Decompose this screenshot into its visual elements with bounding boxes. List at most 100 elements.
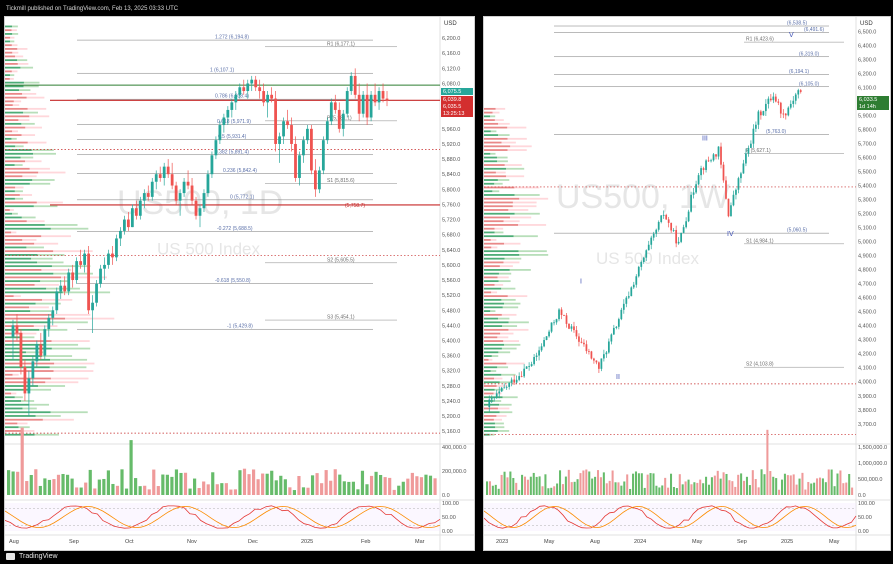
- candle-body: [797, 90, 800, 95]
- tradingview-logo[interactable]: TradingView: [6, 553, 58, 560]
- candle-body: [337, 109, 341, 129]
- volume-bar: [661, 485, 664, 495]
- volume-bar: [778, 489, 781, 495]
- x-tick-label: 2025: [301, 539, 313, 545]
- volume-profile-bar: [5, 227, 51, 230]
- candle-body: [508, 382, 511, 387]
- volume-bar: [338, 474, 342, 495]
- volume-profile-bar: [514, 212, 540, 215]
- candle-body: [39, 344, 43, 356]
- weekly-chart-svg[interactable]: USD 3,700.0 3,800.0 3,900.0 4,000.0 4,100.0 4,…: [484, 17, 890, 550]
- candle-body: [365, 94, 369, 118]
- daily-chart-svg[interactable]: USD 5,160.0 5,200.0 5,240.0 5,280.0 5,320.0 5,…: [5, 17, 474, 550]
- volume-profile-bar: [5, 48, 18, 50]
- volume-profile-bar: [507, 295, 528, 298]
- volume-bar: [699, 479, 702, 495]
- candle-body: [705, 160, 707, 171]
- candle-body: [588, 351, 590, 352]
- oscillator-tick-label: 50.00: [858, 515, 872, 521]
- y-tick-label: 6,120.0: [442, 66, 460, 72]
- volume-profile-bar: [15, 145, 24, 148]
- elliott-wave-label: I: [580, 279, 582, 286]
- volume-bar: [70, 478, 74, 495]
- volume-bar: [292, 490, 296, 495]
- candle-body: [115, 238, 118, 258]
- chart-panel-weekly[interactable]: USD 3,700.0 3,800.0 3,900.0 4,000.0 4,100.0 4,…: [483, 16, 891, 551]
- y-tick-label: 4,100.0: [858, 366, 876, 372]
- y-tick-label: 5,600.0: [858, 156, 876, 162]
- y-tick-label: 5,280.0: [442, 384, 460, 390]
- volume-profile-bar: [14, 396, 23, 399]
- candle-body: [202, 193, 206, 209]
- volume-profile-bar: [484, 197, 520, 200]
- volume-profile-bar: [61, 276, 107, 279]
- volume-profile-bar: [5, 44, 12, 47]
- volume-bar: [360, 470, 365, 495]
- y-tick-label: 4,400.0: [858, 324, 876, 330]
- volume-profile-bar: [494, 231, 504, 234]
- volume-bar: [156, 486, 160, 495]
- volume-profile-bar: [499, 381, 513, 384]
- volume-profile-bar: [496, 385, 508, 387]
- chart-panel-daily[interactable]: USD 5,160.0 5,200.0 5,240.0 5,280.0 5,320.0 5,…: [4, 16, 475, 551]
- volume-bar: [365, 484, 369, 495]
- y-tick-label: 5,000.0: [858, 240, 876, 246]
- candle-body: [545, 336, 548, 341]
- volume-profile-bar: [484, 265, 500, 268]
- volume-profile-bar: [5, 134, 22, 136]
- volume-profile-bar: [494, 377, 503, 380]
- volume-profile-bar: [5, 152, 34, 155]
- volume-profile-bar: [5, 104, 13, 106]
- y-tick-label: 5,520.0: [442, 293, 460, 299]
- candle-body: [598, 362, 600, 369]
- volume-profile-bar: [19, 194, 33, 196]
- volume-bar: [783, 473, 786, 495]
- volume-bar: [851, 487, 854, 495]
- candle-body: [774, 96, 777, 102]
- volume-profile-bar: [484, 190, 493, 193]
- candle-body: [585, 344, 588, 352]
- volume-profile-bar: [484, 328, 509, 331]
- candle-body: [672, 230, 675, 231]
- volume-profile-bar: [500, 332, 514, 335]
- volume-profile-bar: [12, 212, 18, 215]
- volume-bar: [737, 474, 740, 495]
- candle-body: [794, 94, 797, 101]
- fib-level-label: 0 (5,772.1): [230, 194, 255, 200]
- volume-profile-bar: [484, 156, 497, 159]
- volume-profile-bar: [484, 235, 514, 238]
- y-tick-label: 5,480.0: [442, 308, 460, 314]
- volume-profile-bar: [5, 141, 28, 144]
- volume-profile-bar: [12, 373, 19, 376]
- candle-body: [740, 173, 742, 179]
- x-tick-label: Sep: [737, 539, 747, 545]
- volume-bar: [197, 488, 201, 495]
- candle-body: [222, 117, 226, 126]
- price-label-text: 1d 14h: [859, 104, 876, 110]
- volume-profile-bar: [493, 400, 502, 402]
- volume-profile-bar: [5, 216, 22, 219]
- volume-bar: [333, 469, 337, 495]
- candle-body: [11, 325, 15, 337]
- volume-profile-bar: [484, 122, 499, 125]
- candle-body: [286, 121, 289, 126]
- volume-profile-bar: [497, 317, 510, 320]
- volume-profile-bar: [38, 171, 66, 174]
- volume-bar: [503, 471, 506, 495]
- volume-bar: [369, 475, 374, 495]
- volume-bar: [780, 479, 784, 495]
- candle-body: [583, 342, 585, 345]
- volume-bar: [643, 487, 646, 495]
- volume-profile-bar: [5, 179, 33, 181]
- volume-profile-bar: [484, 407, 498, 410]
- candle-body: [523, 368, 526, 377]
- candle-body: [692, 192, 695, 195]
- candle-body: [218, 125, 222, 141]
- volume-profile-bar: [484, 224, 519, 226]
- y-tick-label: 5,900.0: [858, 113, 876, 119]
- volume-profile-bar: [17, 63, 29, 65]
- y-tick-label: 6,200.0: [858, 71, 876, 77]
- candle-body: [142, 193, 146, 201]
- volume-bar: [106, 470, 110, 495]
- y-tick-label: 5,640.0: [442, 248, 460, 254]
